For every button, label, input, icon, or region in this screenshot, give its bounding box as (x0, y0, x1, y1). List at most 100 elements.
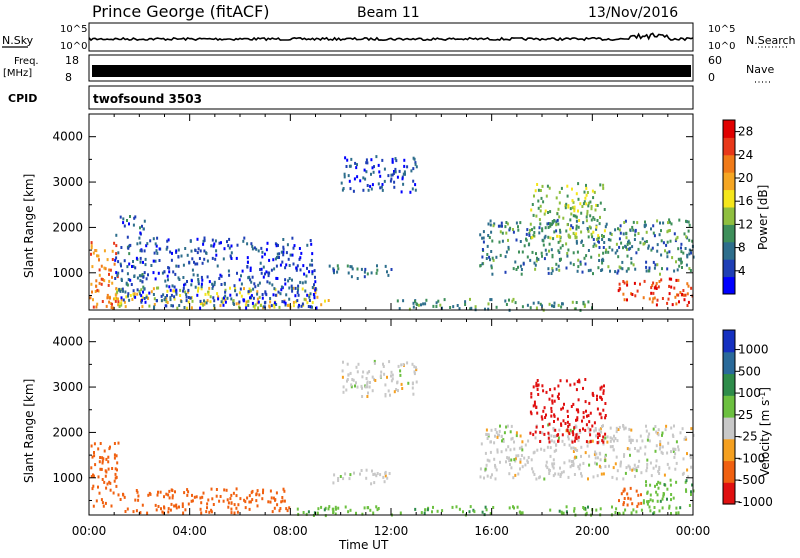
data-cell (596, 219, 599, 222)
data-cell (245, 300, 248, 304)
data-cell (108, 300, 111, 304)
data-cell (210, 510, 213, 514)
data-cell (141, 280, 144, 284)
data-cell (207, 498, 210, 502)
data-cell (626, 280, 629, 284)
data-cell (517, 454, 520, 458)
data-cell (279, 263, 282, 267)
data-cell (138, 274, 141, 278)
data-cell (546, 222, 549, 226)
data-cell (652, 466, 655, 470)
data-cell (227, 501, 230, 505)
data-cell (652, 291, 655, 295)
data-cell (599, 427, 602, 431)
data-cell (156, 236, 159, 240)
data-cell (449, 306, 452, 309)
data-cell (497, 224, 500, 228)
data-cell (546, 445, 549, 449)
data-cell (482, 240, 485, 244)
data-cell (623, 454, 625, 458)
data-cell (551, 304, 553, 308)
data-cell (600, 397, 603, 401)
data-cell (583, 190, 586, 194)
data-cell (392, 172, 395, 175)
data-cell (508, 472, 511, 476)
data-cell (631, 502, 634, 506)
data-cell (408, 307, 411, 311)
data-cell (366, 272, 369, 276)
data-cell (362, 188, 365, 192)
data-cell (292, 304, 295, 308)
data-cell (557, 207, 560, 211)
data-cell (246, 260, 249, 264)
data-cell (582, 244, 585, 247)
data-cell (313, 269, 316, 273)
data-cell (379, 174, 382, 178)
data-cell (507, 245, 510, 249)
data-cell (573, 209, 576, 213)
data-cell (645, 230, 648, 234)
data-cell (412, 167, 415, 171)
data-cell (514, 457, 517, 461)
data-cell (567, 475, 570, 479)
data-cell (101, 501, 104, 505)
data-cell (200, 501, 203, 505)
data-cell (540, 251, 543, 255)
data-cell (197, 247, 200, 251)
data-cell (550, 406, 553, 410)
data-cell (663, 473, 666, 477)
data-cell (208, 510, 211, 514)
data-cell (543, 212, 546, 216)
data-cell (365, 377, 368, 380)
data-cell (411, 381, 414, 385)
data-cell (595, 244, 598, 248)
data-cell (657, 428, 660, 432)
data-cell (690, 493, 692, 496)
data-cell (596, 204, 599, 207)
data-cell (304, 289, 307, 293)
data-cell (349, 473, 352, 477)
data-cell (575, 433, 578, 437)
data-cell (623, 488, 626, 492)
data-cell (553, 230, 556, 234)
data-cell (576, 380, 579, 384)
data-cell (163, 298, 166, 302)
data-cell (355, 381, 357, 385)
data-cell (572, 446, 575, 450)
data-cell (124, 510, 127, 513)
data-cell (342, 187, 345, 190)
data-cell (124, 305, 127, 309)
data-cell (239, 287, 242, 291)
data-cell (543, 406, 546, 410)
data-cell (651, 246, 654, 250)
data-cell (304, 280, 307, 284)
data-cell (685, 489, 688, 493)
data-cell (571, 431, 574, 434)
data-cell (665, 243, 668, 247)
data-cell (275, 244, 278, 248)
data-cell (535, 259, 538, 263)
data-cell (512, 230, 515, 234)
data-cell (123, 224, 126, 228)
data-cell (94, 290, 97, 293)
data-cell (592, 238, 595, 241)
data-cell (116, 468, 118, 472)
data-cell (149, 239, 152, 243)
data-cell (333, 271, 335, 275)
data-cell (296, 507, 299, 511)
data-cell (222, 499, 225, 503)
data-cell (363, 168, 366, 172)
data-cell (509, 448, 512, 452)
power-colorbar-label: Power [dB] (756, 185, 770, 250)
data-cell (186, 493, 189, 497)
data-cell (156, 251, 159, 255)
data-cell (210, 487, 213, 491)
data-cell (567, 437, 570, 441)
data-cell (414, 507, 417, 511)
data-cell (664, 249, 666, 253)
freq-bar (92, 65, 691, 77)
data-cell (400, 363, 403, 367)
data-cell (103, 249, 106, 253)
data-cell (261, 255, 264, 259)
x-tick-label: 00:00 (72, 524, 107, 538)
